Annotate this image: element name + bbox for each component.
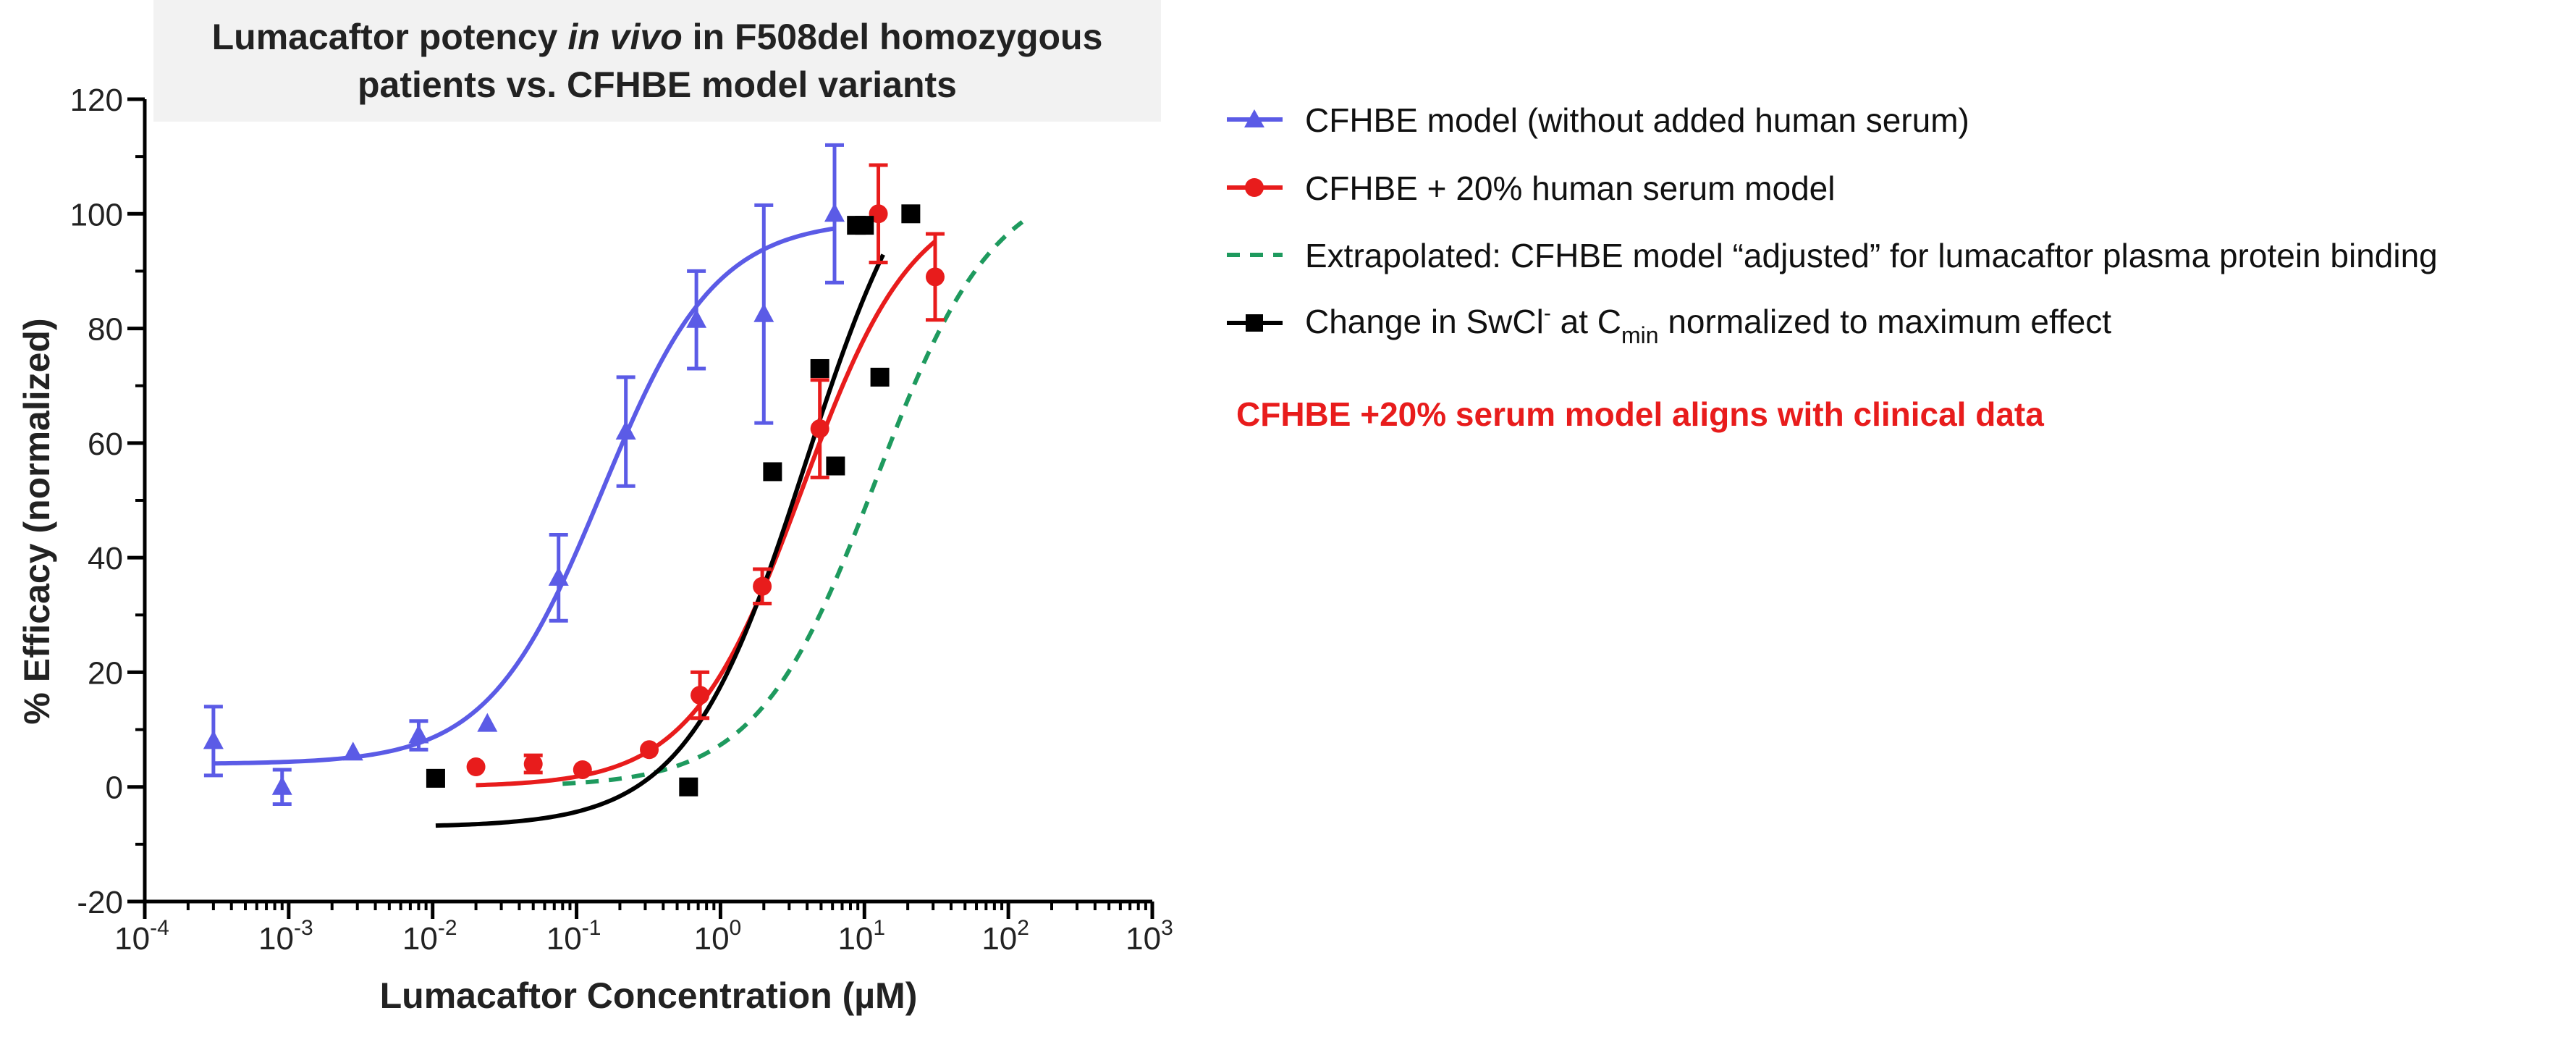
- legend-marker-clinical: [1246, 314, 1263, 332]
- x-tick-label: 101: [837, 916, 885, 957]
- point-cfhbe: [271, 776, 292, 795]
- title-background: [153, 0, 1161, 122]
- fit-curve-clinical: [435, 253, 885, 828]
- point-serum: [523, 755, 543, 774]
- point-serum: [691, 686, 710, 705]
- y-tick-label: 0: [106, 770, 123, 806]
- x-tick-label: 10-4: [114, 916, 169, 957]
- point-serum: [753, 576, 772, 596]
- y-tick-label: 80: [88, 312, 123, 348]
- legend-label-serum: CFHBE + 20% human serum model: [1305, 169, 1835, 207]
- point-serum: [925, 267, 945, 287]
- x-tick-label: 103: [1126, 916, 1173, 957]
- point-cfhbe: [203, 730, 224, 749]
- point-clinical: [855, 216, 874, 235]
- fit-curve-cfhbe: [213, 226, 835, 766]
- chart-title-line2: patients vs. CFHBE model variants: [358, 64, 957, 105]
- y-tick-label: 60: [88, 427, 123, 462]
- legend-label-cfhbe: CFHBE model (without added human serum): [1305, 101, 1969, 139]
- x-tick-label: 100: [694, 916, 742, 957]
- point-cfhbe: [753, 303, 774, 322]
- point-serum: [640, 740, 659, 760]
- point-cfhbe: [824, 203, 845, 222]
- y-tick-label: 40: [88, 541, 123, 576]
- legend-marker-cfhbe: [1244, 109, 1264, 127]
- data-points: [203, 203, 945, 797]
- point-cfhbe: [342, 741, 363, 761]
- x-tick-label: 10-3: [258, 916, 313, 957]
- point-clinical: [426, 768, 445, 788]
- chart-title-line1: Lumacaftor potency in vivo in F508del ho…: [212, 17, 1103, 57]
- fit-curve-serum: [476, 240, 937, 788]
- axes: -20 0 20 40 60 80 100 120 10-4 10-3 10-2 10-1 100 101…: [70, 83, 1173, 957]
- y-axis-label: % Efficacy (normalized): [17, 318, 57, 724]
- x-tick-label: 10-2: [402, 916, 457, 957]
- point-clinical: [810, 358, 829, 378]
- point-cfhbe: [408, 724, 429, 744]
- y-tick-label: 100: [70, 197, 123, 232]
- legend: CFHBE model (without added human serum) …: [1227, 101, 2438, 348]
- point-clinical: [679, 777, 698, 797]
- point-serum: [573, 760, 592, 779]
- point-clinical: [826, 456, 845, 476]
- legend-marker-serum: [1245, 178, 1264, 197]
- point-cfhbe: [477, 713, 498, 732]
- point-cfhbe: [548, 566, 569, 586]
- point-clinical: [870, 367, 890, 387]
- y-tick-label: -20: [77, 885, 123, 920]
- point-serum: [810, 419, 829, 439]
- x-axis-label: Lumacaftor Concentration (µM): [380, 975, 918, 1016]
- legend-label-extrap: Extrapolated: CFHBE model “adjusted” for…: [1305, 237, 2438, 274]
- point-cfhbe: [615, 421, 636, 440]
- annotation-callout: CFHBE +20% serum model aligns with clini…: [1236, 395, 2044, 433]
- y-tick-label: 20: [88, 655, 123, 691]
- legend-label-clinical: Change in SwCl- at Cmin normalized to ma…: [1305, 301, 2111, 348]
- fit-curve-extrap: [562, 220, 1024, 786]
- fit-curves: [213, 220, 1024, 828]
- point-serum: [466, 757, 486, 777]
- point-cfhbe: [686, 308, 707, 328]
- y-tick-label: 120: [70, 83, 123, 118]
- x-tick-label: 102: [981, 916, 1029, 957]
- x-tick-label: 10-1: [546, 916, 601, 957]
- point-clinical: [901, 204, 921, 224]
- point-clinical: [763, 462, 782, 482]
